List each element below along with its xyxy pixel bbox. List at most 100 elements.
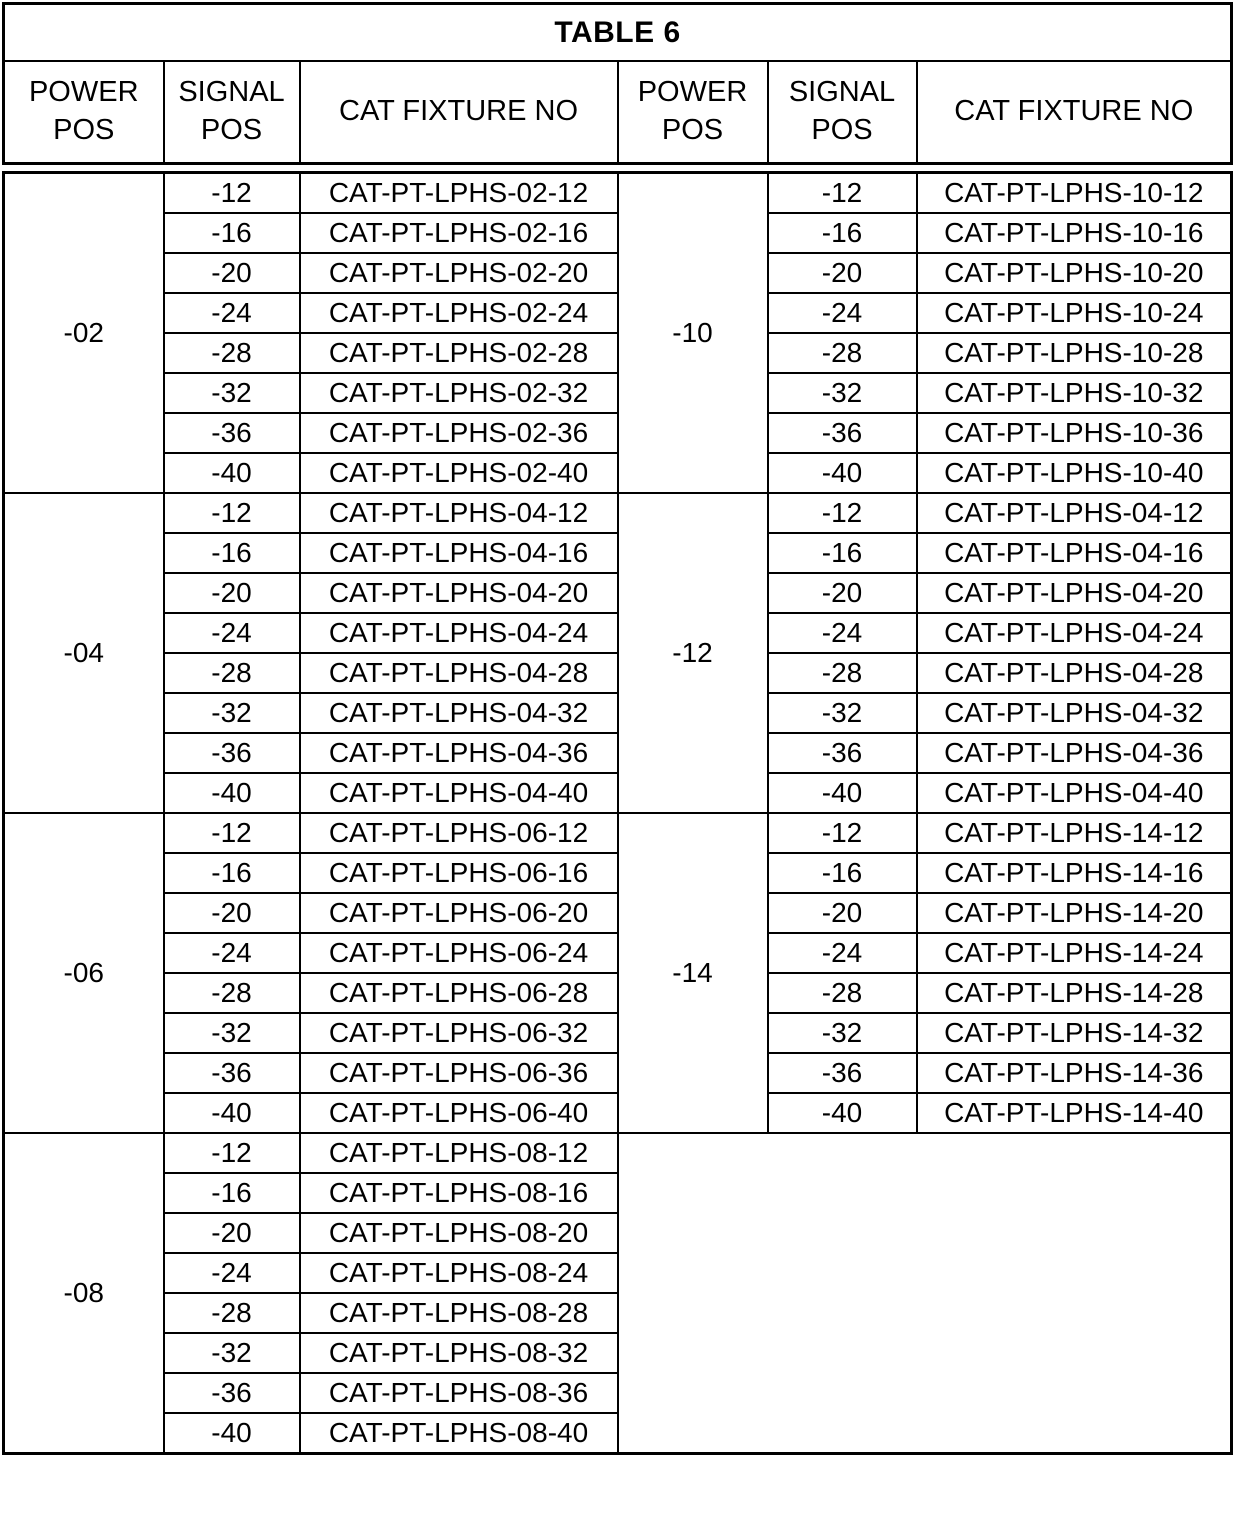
- power-pos-cell: -02: [2, 171, 165, 494]
- table-row: -28 CAT-PT-LPHS-04-28 -28 CAT-PT-LPHS-04-28: [4, 652, 1233, 694]
- signal-pos-cell: -36: [162, 1052, 301, 1094]
- table-row: -24 CAT-PT-LPHS-08-24: [4, 1252, 1232, 1294]
- cat-fixture-cell: CAT-PT-LPHS-10-40: [915, 452, 1233, 494]
- cat-fixture-cell: CAT-PT-LPHS-10-12: [915, 171, 1233, 214]
- table-row: -16 CAT-PT-LPHS-06-16 -16 CAT-PT-LPHS-14-16: [4, 852, 1233, 894]
- cat-fixture-cell: CAT-PT-LPHS-02-28: [298, 332, 619, 374]
- cat-fixture-cell: CAT-PT-LPHS-04-24: [298, 612, 619, 654]
- table-row: -40 CAT-PT-LPHS-06-40 -40 CAT-PT-LPHS-14-40: [4, 1092, 1233, 1134]
- table-row: -32 CAT-PT-LPHS-04-32 -32 CAT-PT-LPHS-04-32: [4, 692, 1233, 734]
- cat-fixture-cell: CAT-PT-LPHS-14-28: [915, 972, 1233, 1014]
- table-row: -20 CAT-PT-LPHS-04-20 -20 CAT-PT-LPHS-04-20: [4, 572, 1233, 614]
- header-power-pos-right: POWER POS: [616, 60, 769, 165]
- table-row: -32 CAT-PT-LPHS-02-32 -32 CAT-PT-LPHS-10-32: [4, 372, 1233, 414]
- cat-fixture-cell: CAT-PT-LPHS-02-36: [298, 412, 619, 454]
- signal-pos-cell: -32: [162, 372, 301, 414]
- cat-fixture-cell: CAT-PT-LPHS-14-16: [915, 852, 1233, 894]
- cat-fixture-cell: CAT-PT-LPHS-10-36: [915, 412, 1233, 454]
- signal-pos-cell: -20: [766, 572, 918, 614]
- header-power-pos-left: POWER POS: [2, 60, 165, 165]
- signal-pos-cell: -28: [162, 972, 301, 1014]
- table-header: TABLE 6 POWER POS SIGNAL POS CAT FIXTURE…: [2, 2, 1234, 165]
- table-row: -40 CAT-PT-LPHS-08-40: [4, 1412, 1232, 1455]
- cat-fixture-cell: CAT-PT-LPHS-14-40: [915, 1092, 1233, 1134]
- table-row: -28 CAT-PT-LPHS-08-28: [4, 1292, 1232, 1334]
- cat-fixture-cell: CAT-PT-LPHS-04-36: [915, 732, 1233, 774]
- header-cat-fixture-right: CAT FIXTURE NO: [915, 60, 1233, 165]
- empty-region-cell: [616, 1132, 1233, 1455]
- cat-fixture-cell: CAT-PT-LPHS-04-40: [298, 772, 619, 814]
- signal-pos-cell: -24: [766, 292, 918, 334]
- header-divider-gap: [2, 165, 1232, 171]
- signal-pos-cell: -20: [162, 892, 301, 934]
- signal-pos-cell: -16: [162, 852, 301, 894]
- signal-pos-cell: -16: [162, 532, 301, 574]
- signal-pos-cell: -32: [162, 692, 301, 734]
- signal-pos-cell: -24: [162, 932, 301, 974]
- table-row: -16 CAT-PT-LPHS-04-16 -16 CAT-PT-LPHS-04-16: [4, 532, 1233, 574]
- signal-pos-cell: -32: [162, 1012, 301, 1054]
- cat-fixture-cell: CAT-PT-LPHS-08-20: [298, 1212, 619, 1254]
- signal-pos-cell: -24: [162, 612, 301, 654]
- power-pos-cell: -08: [2, 1132, 165, 1455]
- cat-fixture-cell: CAT-PT-LPHS-14-36: [915, 1052, 1233, 1094]
- table-row: -16 CAT-PT-LPHS-08-16: [4, 1172, 1232, 1214]
- power-pos-cell: -04: [2, 492, 165, 814]
- signal-pos-cell: -40: [766, 452, 918, 494]
- signal-pos-cell: -28: [766, 332, 918, 374]
- table-row: -40 CAT-PT-LPHS-04-40 -40 CAT-PT-LPHS-04-40: [4, 772, 1233, 814]
- cat-fixture-cell: CAT-PT-LPHS-04-28: [298, 652, 619, 694]
- signal-pos-cell: -32: [766, 692, 918, 734]
- signal-pos-cell: -32: [766, 1012, 918, 1054]
- cat-fixture-cell: CAT-PT-LPHS-04-20: [298, 572, 619, 614]
- signal-pos-cell: -12: [766, 492, 918, 534]
- signal-pos-cell: -36: [766, 412, 918, 454]
- signal-pos-cell: -12: [766, 812, 918, 854]
- cat-fixture-cell: CAT-PT-LPHS-04-40: [915, 772, 1233, 814]
- signal-pos-cell: -12: [766, 171, 918, 214]
- signal-pos-cell: -40: [162, 772, 301, 814]
- signal-pos-cell: -32: [766, 372, 918, 414]
- cat-fixture-cell: CAT-PT-LPHS-04-16: [298, 532, 619, 574]
- signal-pos-cell: -16: [766, 852, 918, 894]
- signal-pos-cell: -36: [766, 732, 918, 774]
- power-pos-cell: -06: [2, 812, 165, 1134]
- signal-pos-cell: -16: [766, 532, 918, 574]
- table-row: -36 CAT-PT-LPHS-02-36 -36 CAT-PT-LPHS-10-36: [4, 412, 1233, 454]
- table-row: -40 CAT-PT-LPHS-02-40 -40 CAT-PT-LPHS-10-40: [4, 452, 1233, 494]
- table-row: -36 CAT-PT-LPHS-08-36: [4, 1372, 1232, 1414]
- table-row: -24 CAT-PT-LPHS-06-24 -24 CAT-PT-LPHS-14-24: [4, 932, 1233, 974]
- table-row: -24 CAT-PT-LPHS-04-24 -24 CAT-PT-LPHS-04-24: [4, 612, 1233, 654]
- signal-pos-cell: -36: [162, 732, 301, 774]
- signal-pos-cell: -36: [162, 412, 301, 454]
- header-cat-fixture-left: CAT FIXTURE NO: [298, 60, 619, 165]
- cat-fixture-cell: CAT-PT-LPHS-06-32: [298, 1012, 619, 1054]
- signal-pos-cell: -20: [162, 1212, 301, 1254]
- cat-fixture-cell: CAT-PT-LPHS-02-32: [298, 372, 619, 414]
- cat-fixture-cell: CAT-PT-LPHS-08-16: [298, 1172, 619, 1214]
- cat-fixture-cell: CAT-PT-LPHS-04-24: [915, 612, 1233, 654]
- cat-fixture-cell: CAT-PT-LPHS-04-32: [298, 692, 619, 734]
- signal-pos-cell: -36: [766, 1052, 918, 1094]
- signal-pos-cell: -28: [162, 652, 301, 694]
- signal-pos-cell: -20: [766, 252, 918, 294]
- signal-pos-cell: -12: [162, 492, 301, 534]
- cat-fixture-cell: CAT-PT-LPHS-10-24: [915, 292, 1233, 334]
- table-row: -08 -12 CAT-PT-LPHS-08-12: [2, 1132, 1233, 1455]
- table-row: -24 CAT-PT-LPHS-02-24 -24 CAT-PT-LPHS-10-24: [4, 292, 1233, 334]
- header-signal-pos-left: SIGNAL POS: [162, 60, 301, 165]
- cat-fixture-cell: CAT-PT-LPHS-02-20: [298, 252, 619, 294]
- cat-fixture-cell: CAT-PT-LPHS-10-20: [915, 252, 1233, 294]
- signal-pos-cell: -40: [766, 1092, 918, 1134]
- signal-pos-cell: -24: [162, 1252, 301, 1294]
- cat-fixture-cell: CAT-PT-LPHS-06-24: [298, 932, 619, 974]
- title-row: TABLE 6: [2, 2, 1233, 62]
- cat-fixture-cell: CAT-PT-LPHS-04-32: [915, 692, 1233, 734]
- table-row: -36 CAT-PT-LPHS-04-36 -36 CAT-PT-LPHS-04-36: [4, 732, 1233, 774]
- cat-fixture-cell: CAT-PT-LPHS-14-20: [915, 892, 1233, 934]
- cat-fixture-cell: CAT-PT-LPHS-10-16: [915, 212, 1233, 254]
- table-row: -36 CAT-PT-LPHS-06-36 -36 CAT-PT-LPHS-14-36: [4, 1052, 1233, 1094]
- cat-fixture-cell: CAT-PT-LPHS-14-24: [915, 932, 1233, 974]
- signal-pos-cell: -24: [766, 932, 918, 974]
- signal-pos-cell: -40: [766, 772, 918, 814]
